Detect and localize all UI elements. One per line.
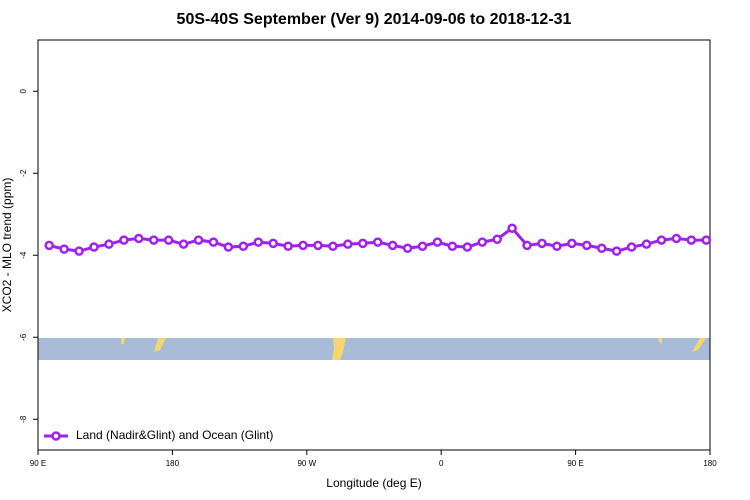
chart-title: 50S-40S September (Ver 9) 2014-09-06 to … bbox=[177, 11, 572, 28]
data-point bbox=[596, 243, 607, 254]
data-point bbox=[163, 235, 174, 245]
legend-marker bbox=[51, 431, 61, 441]
data-point bbox=[193, 235, 204, 245]
y-tick-label: -2 bbox=[19, 169, 28, 177]
data-point bbox=[372, 237, 383, 247]
data-point bbox=[447, 241, 458, 251]
data-point bbox=[611, 246, 622, 256]
data-point bbox=[253, 237, 264, 247]
data-point bbox=[104, 239, 114, 249]
data-point bbox=[507, 223, 517, 233]
data-point bbox=[44, 240, 54, 251]
data-point bbox=[89, 242, 99, 252]
data-point bbox=[701, 235, 712, 245]
data-point bbox=[522, 240, 532, 251]
data-point bbox=[432, 237, 443, 247]
x-tick-label: 90 E bbox=[30, 459, 46, 468]
data-point bbox=[208, 237, 219, 247]
data-point bbox=[119, 235, 129, 245]
data-point bbox=[686, 235, 697, 245]
data-point bbox=[313, 240, 323, 251]
data-point bbox=[552, 241, 562, 251]
plot-frame bbox=[37, 39, 711, 451]
data-point bbox=[477, 237, 488, 247]
x-tick-label: 90 W bbox=[297, 459, 316, 468]
data-point bbox=[223, 242, 234, 252]
data-point bbox=[178, 239, 189, 249]
data-point bbox=[238, 241, 249, 251]
data-point bbox=[283, 241, 293, 251]
data-point bbox=[402, 243, 413, 254]
x-tick-label: 180 bbox=[703, 459, 717, 468]
data-point bbox=[656, 235, 667, 245]
land-ocean-band bbox=[38, 338, 710, 360]
data-point bbox=[567, 238, 577, 249]
data-point bbox=[537, 238, 547, 249]
data-point bbox=[641, 239, 652, 249]
data-point bbox=[343, 239, 353, 249]
data-point bbox=[74, 246, 84, 256]
y-axis-title: XCO2 - MLO trend (ppm) bbox=[0, 178, 14, 313]
data-point bbox=[462, 242, 473, 252]
y-tick-label: 0 bbox=[19, 88, 28, 93]
data-point bbox=[582, 240, 592, 251]
data-point bbox=[626, 242, 637, 252]
data-point bbox=[148, 235, 159, 245]
legend-label: Land (Nadir&Glint) and Ocean (Glint) bbox=[76, 428, 273, 442]
data-point bbox=[59, 244, 69, 254]
y-tick-label: -4 bbox=[19, 251, 28, 259]
x-tick-label: 180 bbox=[166, 459, 180, 468]
x-tick-label: 90 E bbox=[567, 459, 583, 468]
data-point bbox=[358, 238, 368, 249]
x-tick-label: 0 bbox=[439, 459, 444, 468]
data-point bbox=[417, 241, 428, 251]
data-point bbox=[671, 233, 682, 244]
data-point bbox=[492, 234, 502, 245]
data-point bbox=[268, 238, 278, 249]
x-axis-title: Longitude (deg E) bbox=[326, 476, 421, 490]
data-point bbox=[134, 233, 144, 244]
data-point bbox=[387, 240, 398, 251]
y-tick-label: -6 bbox=[19, 333, 28, 341]
data-point bbox=[328, 241, 338, 251]
y-tick-label: -8 bbox=[19, 415, 28, 423]
data-point bbox=[298, 240, 308, 251]
